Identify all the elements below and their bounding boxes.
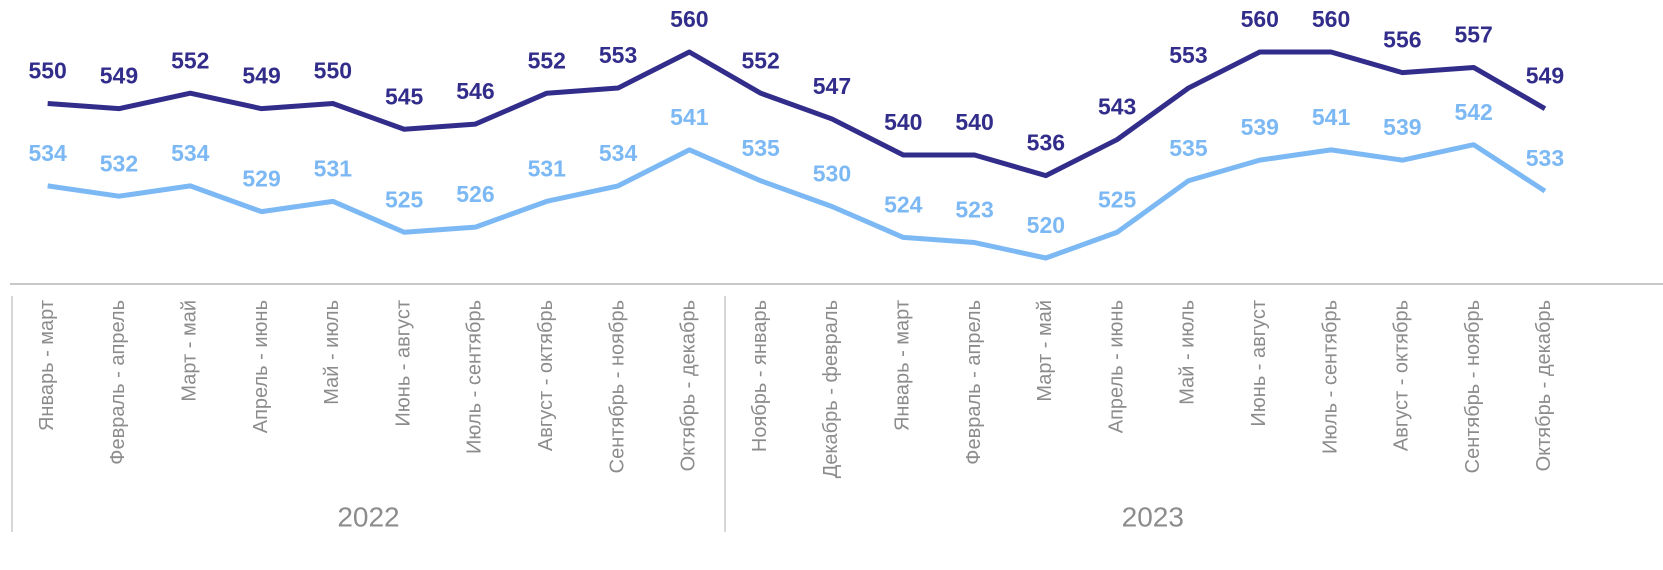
data-label: 560 <box>1312 6 1350 32</box>
data-label: 553 <box>599 42 637 68</box>
data-label: 557 <box>1454 22 1492 48</box>
x-tick-label: Ноябрь - январь <box>749 300 771 452</box>
x-tick-label: Январь - март <box>36 300 58 431</box>
x-tick-label: Май - июль <box>321 300 343 405</box>
x-tick-label: Август - октябрь <box>1391 300 1413 451</box>
data-label: 523 <box>955 197 993 223</box>
data-label: 552 <box>741 47 779 73</box>
data-label: 532 <box>100 150 138 176</box>
data-label: 547 <box>813 73 851 99</box>
x-tick-label: Октябрь - декабрь <box>678 300 700 471</box>
data-label: 560 <box>670 6 708 32</box>
x-tick-label: Октябрь - декабрь <box>1533 300 1555 471</box>
x-tick-label: Январь - март <box>892 300 914 431</box>
data-label: 540 <box>884 109 922 135</box>
data-label: 549 <box>1526 63 1564 89</box>
data-label: 546 <box>456 78 494 104</box>
group-label: 2023 <box>1122 501 1184 532</box>
data-label: 550 <box>314 58 352 84</box>
data-label: 541 <box>670 104 709 130</box>
x-tick-label: Апрель - июнь <box>1105 300 1127 433</box>
data-label: 534 <box>171 140 210 166</box>
data-label: 549 <box>242 63 280 89</box>
data-label: 545 <box>385 83 424 109</box>
x-tick-label: Февраль - апрель <box>963 300 985 465</box>
data-label: 534 <box>28 140 67 166</box>
data-label: 536 <box>1027 130 1065 156</box>
x-tick-label: Март - май <box>179 300 201 402</box>
data-label: 524 <box>884 191 923 217</box>
data-label: 540 <box>955 109 993 135</box>
data-label: 529 <box>242 166 280 192</box>
data-label: 552 <box>528 47 566 73</box>
data-label: 550 <box>28 58 66 84</box>
x-tick-label: Апрель - июнь <box>250 300 272 433</box>
x-tick-label: Февраль - апрель <box>107 300 129 465</box>
data-label: 533 <box>1526 145 1564 171</box>
data-label: 549 <box>100 63 138 89</box>
data-label: 535 <box>741 135 780 161</box>
data-label: 525 <box>385 186 424 212</box>
line <box>47 49 1547 179</box>
data-label: 539 <box>1241 114 1279 140</box>
data-label: 534 <box>599 140 638 166</box>
x-tick-label: Декабрь - февраль <box>820 300 842 478</box>
data-label: 553 <box>1169 42 1207 68</box>
x-tick-label: Сентябрь - ноябрь <box>606 300 628 473</box>
data-label: 531 <box>528 155 567 181</box>
data-label: 541 <box>1312 104 1351 130</box>
data-label: 542 <box>1454 99 1492 125</box>
x-tick-label: Июль - сентябрь <box>464 300 486 454</box>
data-label: 530 <box>813 161 851 187</box>
x-tick-label: Июнь - август <box>392 300 414 427</box>
data-label: 525 <box>1098 186 1137 212</box>
data-label: 539 <box>1383 114 1421 140</box>
data-label: 543 <box>1098 94 1136 120</box>
x-tick-label: Май - июль <box>1177 300 1199 405</box>
line <box>47 142 1547 261</box>
data-label: 526 <box>456 181 494 207</box>
data-label: 560 <box>1241 6 1279 32</box>
x-tick-label: Март - май <box>1034 300 1056 402</box>
data-label: 531 <box>314 155 353 181</box>
x-tick-label: Июль - сентябрь <box>1319 300 1341 454</box>
x-tick-label: Август - октябрь <box>535 300 557 451</box>
data-label: 552 <box>171 47 209 73</box>
data-label: 535 <box>1169 135 1208 161</box>
data-label: 520 <box>1027 212 1065 238</box>
data-label: 556 <box>1383 27 1421 53</box>
x-tick-label: Сентябрь - ноябрь <box>1462 300 1484 473</box>
x-tick-label: Июнь - август <box>1248 300 1270 427</box>
group-label: 2022 <box>337 501 399 532</box>
